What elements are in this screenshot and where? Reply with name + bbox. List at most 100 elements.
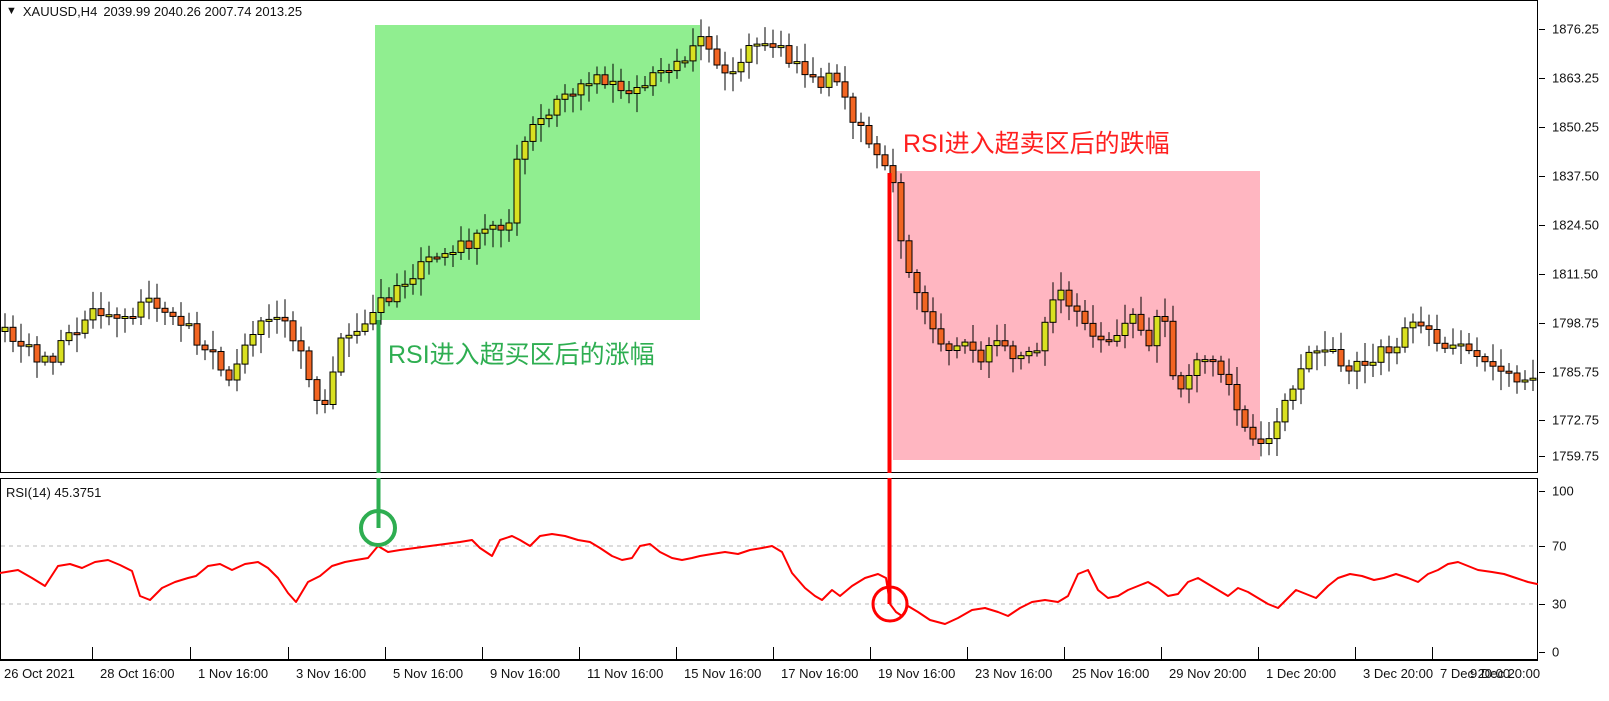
candle-body <box>1097 335 1105 341</box>
candle-body <box>513 158 521 224</box>
candle-body <box>537 118 545 125</box>
candle-body <box>1385 346 1393 354</box>
candle-body <box>641 85 649 89</box>
candle-body <box>17 340 25 347</box>
candlestick <box>89 291 97 329</box>
candlestick <box>633 75 641 113</box>
candlestick <box>393 273 401 308</box>
candlestick <box>377 279 385 325</box>
price-axis-tick <box>1539 127 1545 128</box>
candlestick <box>657 58 665 82</box>
candlestick <box>673 48 681 79</box>
candle-body <box>873 143 881 156</box>
candlestick <box>697 19 705 61</box>
candle-body <box>1009 345 1017 360</box>
candlestick <box>489 220 497 248</box>
candlestick <box>553 95 561 127</box>
candlestick <box>897 173 905 259</box>
candle-body <box>1049 299 1057 323</box>
candlestick <box>249 321 257 357</box>
candlestick <box>801 43 809 88</box>
candle-body <box>1497 365 1505 372</box>
rsi-axis-tick <box>1539 604 1545 605</box>
price-chart-panel[interactable] <box>0 0 1538 473</box>
candlestick <box>1025 346 1033 364</box>
candlestick <box>1273 408 1281 456</box>
candle-body <box>1025 351 1033 357</box>
candle-body <box>1089 322 1097 337</box>
time-axis-separator <box>870 647 871 660</box>
candle-body <box>1433 329 1441 344</box>
rsi-axis-label: 0 <box>1552 644 1560 660</box>
candlestick <box>201 340 209 361</box>
triangle-down-icon[interactable]: ▼ <box>6 5 17 17</box>
candle-body <box>553 98 561 116</box>
candle-body <box>977 349 985 363</box>
rsi-axis-tick <box>1539 546 1545 547</box>
candle-body <box>113 314 121 319</box>
candle-body <box>121 316 129 319</box>
candlestick <box>1297 354 1305 405</box>
candle-body <box>1137 313 1145 331</box>
price-axis-label: 1824.50 <box>1552 217 1599 233</box>
candlestick <box>1265 422 1273 456</box>
candle-body <box>281 316 289 322</box>
candle-body <box>1457 343 1465 347</box>
candlestick <box>1153 309 1161 363</box>
candlestick <box>329 356 337 410</box>
candle-body <box>361 323 369 332</box>
candle-body <box>1193 359 1201 376</box>
candlestick <box>1465 333 1473 355</box>
candlestick <box>1497 349 1505 391</box>
candlestick <box>1 313 9 343</box>
time-axis-separator <box>1258 647 1259 660</box>
candle-body <box>753 43 761 47</box>
candle-body <box>857 121 865 127</box>
candlestick <box>1513 365 1521 394</box>
ohlc-values: 2039.99 2040.26 2007.74 2013.25 <box>103 4 303 19</box>
candlestick <box>1225 358 1233 396</box>
candle-body <box>1153 316 1161 347</box>
candle-body <box>185 323 193 327</box>
candle-body <box>1249 426 1257 440</box>
rsi-indicator-panel[interactable] <box>0 478 1538 660</box>
candle-body <box>353 330 361 336</box>
rsi-chart-canvas[interactable] <box>0 478 1538 660</box>
candle-body <box>57 340 65 363</box>
candlestick <box>57 329 65 366</box>
candlestick <box>353 313 361 344</box>
candlestick <box>825 62 833 97</box>
candle-body <box>1353 360 1361 372</box>
price-axis-tick <box>1539 323 1545 324</box>
price-axis-label: 1785.75 <box>1552 364 1599 380</box>
candle-body <box>1041 321 1049 352</box>
time-axis-separator <box>482 647 483 660</box>
oversold-annotation-text: RSI进入超卖区后的跌幅 <box>903 130 1170 158</box>
candlestick <box>1337 332 1345 372</box>
candlestick <box>497 218 505 248</box>
candle-body <box>761 43 769 47</box>
candle-body <box>1417 321 1425 327</box>
candle-body <box>1185 375 1193 390</box>
candlestick <box>313 376 321 415</box>
candlestick <box>1345 359 1353 385</box>
candle-body <box>169 311 177 317</box>
candle-body <box>1281 399 1289 423</box>
candle-body <box>897 182 905 242</box>
candle-body <box>177 315 185 326</box>
candlestick <box>1353 351 1361 390</box>
price-chart-canvas[interactable] <box>0 0 1538 473</box>
candlestick <box>473 229 481 265</box>
candle-body <box>825 72 833 88</box>
candle-body <box>609 80 617 86</box>
candlestick <box>25 333 33 357</box>
candlestick <box>433 252 441 263</box>
candle-body <box>833 72 841 83</box>
candlestick <box>1185 364 1193 404</box>
time-axis-label: 23 Nov 16:00 <box>975 666 1053 681</box>
candlestick <box>1289 385 1297 410</box>
candlestick <box>137 289 145 325</box>
candlestick <box>969 325 977 363</box>
candle-body <box>161 307 169 313</box>
